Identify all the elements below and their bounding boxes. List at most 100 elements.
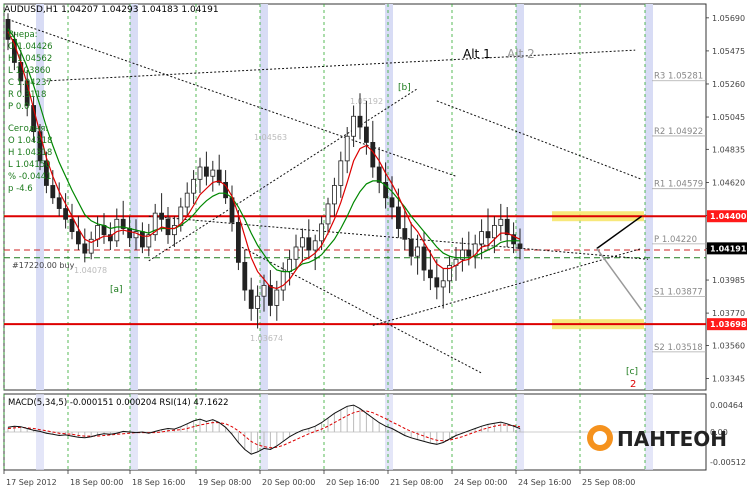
pivot-label: R1 1.04579 xyxy=(654,180,703,190)
candle-body xyxy=(69,218,75,233)
time-tick-label: 17 Sep 2012 xyxy=(6,478,57,487)
time-tick-label: 25 Sep 08:00 xyxy=(582,478,635,487)
forecast-lines xyxy=(596,215,643,311)
pivot-label: S1 1.03877 xyxy=(654,288,703,298)
candle-body xyxy=(242,261,248,291)
candle-body xyxy=(395,206,401,229)
candle-body xyxy=(498,218,504,226)
ma-red-line xyxy=(7,31,521,290)
buy-order-label: #17220.00 buy xyxy=(12,261,75,270)
macd-y-tick: 0.00464 xyxy=(710,401,743,410)
trend-line xyxy=(372,248,642,326)
time-tick-label: 20 Sep 00:00 xyxy=(262,478,315,487)
price-tick-label: 1.05045 xyxy=(712,113,745,122)
candle-body xyxy=(127,228,132,239)
candle-body xyxy=(338,160,344,186)
session-band xyxy=(260,4,268,390)
candle-body xyxy=(56,197,62,209)
candle-body xyxy=(402,228,408,240)
logo-text: ПАНТЕОН xyxy=(617,427,727,451)
candle-body xyxy=(248,289,254,309)
candle-body xyxy=(216,169,222,183)
trend-line xyxy=(148,88,418,262)
candle-body xyxy=(466,249,472,257)
chart-background xyxy=(3,3,707,471)
candle-body xyxy=(197,166,203,180)
pivot-label: S2 1.03518 xyxy=(654,343,703,353)
candle-body xyxy=(63,208,68,220)
candle-body xyxy=(427,269,433,279)
candle-body xyxy=(479,231,485,245)
price-tick-label: 1.03345 xyxy=(712,374,745,383)
trend-line xyxy=(148,215,649,260)
candle-body xyxy=(389,197,395,208)
session-band xyxy=(385,4,393,390)
price-box-label: 1.04400 xyxy=(710,212,747,221)
wave-label-a: [a] xyxy=(110,285,123,295)
candle-body xyxy=(146,234,152,248)
price-box xyxy=(707,242,747,255)
yesterday-title: Вчера: xyxy=(8,30,38,40)
today-pips: p -4.6 xyxy=(8,184,33,194)
candle-body xyxy=(108,234,113,242)
today-low: L 1.04150 xyxy=(8,160,51,170)
price-tick-label: 1.03560 xyxy=(712,341,745,350)
pivot-label: R3 1.05281 xyxy=(654,72,703,82)
candle-body xyxy=(370,142,376,168)
time-tick-label: 24 Sep 16:00 xyxy=(518,478,571,487)
faint-price-label: 1.03674 xyxy=(250,334,283,343)
yesterday-open: O 1.04426 xyxy=(8,42,53,52)
candle-body xyxy=(421,246,427,271)
price-box-label: 1.03698 xyxy=(710,320,747,329)
pivot-label: P 1.04220 xyxy=(654,235,697,245)
session-band xyxy=(36,4,44,390)
candle-body xyxy=(139,231,145,248)
forecast-alt2-line xyxy=(596,248,643,311)
price-tick-label: 1.05260 xyxy=(712,80,745,89)
macd-y-tick: 0.00 xyxy=(710,428,728,437)
time-tick-label: 20 Sep 16:00 xyxy=(326,478,379,487)
candle-body xyxy=(261,285,267,297)
candle-body xyxy=(223,181,229,199)
candle-body xyxy=(299,237,305,248)
macd-line xyxy=(7,404,521,455)
time-tick-label: 18 Sep 16:00 xyxy=(132,478,185,487)
axes: 1.05690 1.05475 1.05260 1.05045 1.04835 1.046… xyxy=(3,14,747,487)
trend-line xyxy=(436,100,642,180)
candle-body xyxy=(274,289,280,306)
candle-body xyxy=(210,169,216,177)
candle-body xyxy=(255,295,261,309)
candle-body xyxy=(440,280,446,288)
candle-body xyxy=(312,240,318,251)
faint-price-label: 1.04078 xyxy=(74,266,107,275)
price-box xyxy=(707,318,747,331)
candle-body xyxy=(191,178,197,194)
candle-body xyxy=(95,225,100,240)
session-band xyxy=(130,4,138,390)
wave-label-c: [c] xyxy=(626,367,638,377)
candle-body xyxy=(344,135,350,162)
price-tick-label: 1.04620 xyxy=(712,178,745,187)
candle-body xyxy=(88,238,94,254)
candle-body xyxy=(517,243,523,249)
candle-body xyxy=(504,218,510,236)
candle-body xyxy=(363,126,369,143)
candle-body xyxy=(287,258,293,272)
wave-label-2: 2 xyxy=(630,379,636,390)
trend-line xyxy=(238,244,482,374)
candle-body xyxy=(415,246,421,257)
price-box-label: 1.04191 xyxy=(710,244,747,253)
candles xyxy=(5,13,523,329)
candle-body xyxy=(159,212,165,220)
price-tick-label: 1.03770 xyxy=(712,309,745,318)
candle-body xyxy=(408,238,414,257)
price-tick-label: 1.05475 xyxy=(712,47,745,56)
faint-price-label: 1.04563 xyxy=(254,133,287,142)
session-band xyxy=(516,4,524,390)
price-tick-label: 1.05690 xyxy=(712,14,745,23)
price-tick-label: 1.03985 xyxy=(712,276,745,285)
moving-averages xyxy=(7,28,521,290)
trend-lines xyxy=(7,18,649,374)
today-percent: % -0.0441 xyxy=(8,172,52,182)
